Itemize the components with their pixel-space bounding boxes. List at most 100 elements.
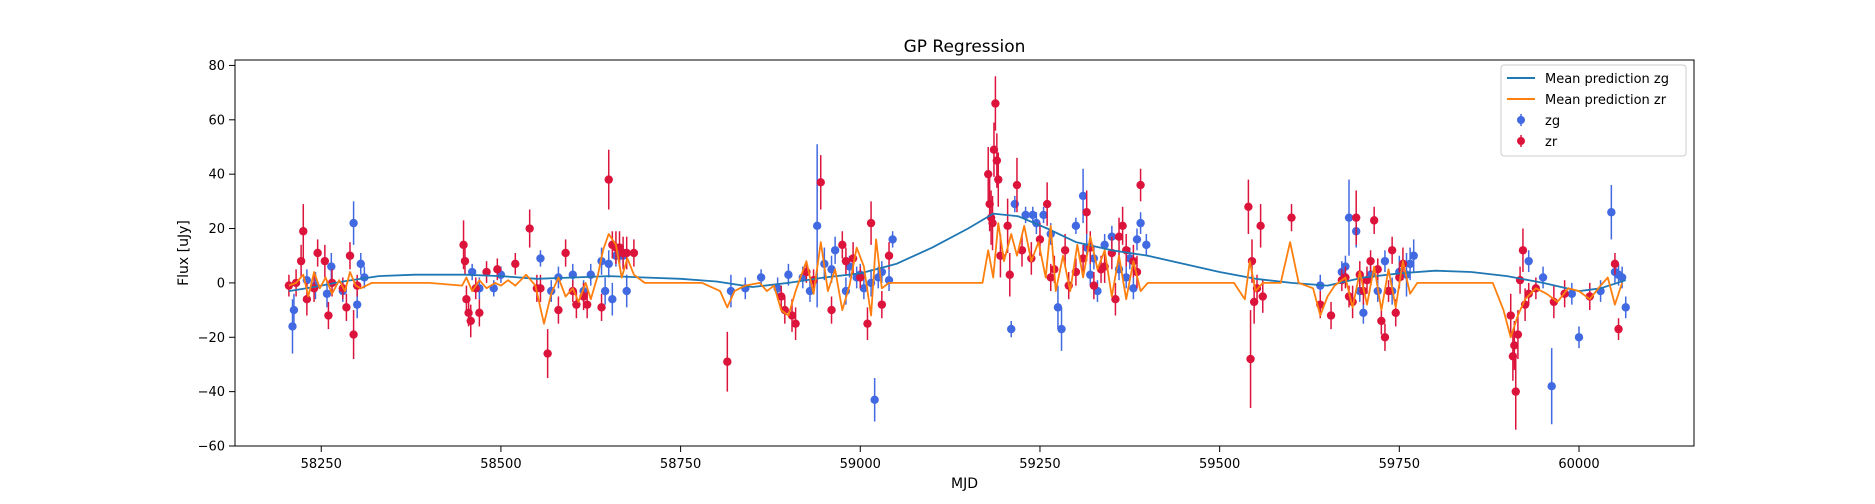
x-axis-label: MJD	[951, 476, 978, 492]
data-point-zr	[1511, 387, 1520, 396]
y-tick-label: 40	[208, 168, 225, 183]
data-point-zg	[1621, 303, 1630, 312]
data-point-zr	[561, 248, 570, 258]
data-point-zg	[870, 395, 879, 404]
data-point-zr	[1005, 270, 1014, 279]
data-point-zr	[1111, 295, 1120, 304]
data-point-zg	[349, 218, 358, 228]
data-point-zg	[1010, 199, 1020, 209]
legend-label-mean-zg: Mean prediction zg	[1545, 72, 1669, 87]
y-tick-label: −60	[198, 440, 225, 455]
legend-marker-zg	[1517, 116, 1525, 124]
data-point-zr	[482, 267, 491, 277]
data-point-zg	[1057, 324, 1066, 334]
data-point-zg	[1359, 308, 1368, 318]
data-point-zr	[838, 240, 847, 250]
data-point-zg	[1132, 235, 1142, 244]
data-point-zr	[1387, 246, 1397, 255]
data-point-zg	[489, 284, 498, 293]
data-point-zr	[629, 248, 639, 258]
data-point-zg	[830, 246, 840, 255]
data-point-zr	[1524, 289, 1533, 298]
legend-label-zg: zg	[1545, 114, 1560, 129]
data-point-zr	[989, 145, 999, 154]
data-point-zr	[345, 251, 355, 260]
x-axis-ticks: 58250 58500 58750 59000 59250 59500 59750 60000	[301, 446, 1600, 472]
x-tick-label: 59250	[1019, 457, 1060, 472]
data-point-zg	[1607, 208, 1616, 217]
data-point-zr	[462, 295, 471, 304]
data-point-zr	[1513, 330, 1523, 339]
data-point-zr	[1377, 316, 1386, 326]
data-point-zg	[1538, 273, 1548, 282]
data-point-zr	[1391, 308, 1400, 318]
data-point-zg	[352, 300, 362, 309]
data-point-zr	[543, 349, 552, 358]
data-point-zg	[1574, 333, 1584, 342]
data-point-zr	[1017, 246, 1027, 255]
data-point-zr	[827, 305, 836, 315]
data-point-zr	[1136, 180, 1145, 190]
data-point-zr	[313, 248, 322, 258]
chart-title: GP Regression	[904, 37, 1026, 57]
legend-label-mean-zr: Mean prediction zr	[1545, 93, 1667, 108]
data-point-zr	[1249, 297, 1259, 307]
data-point-zr	[1380, 333, 1390, 342]
y-tick-label: 80	[208, 59, 225, 74]
x-tick-label: 59750	[1379, 457, 1420, 472]
data-point-zg	[1344, 213, 1354, 222]
data-point-zr	[1518, 246, 1528, 255]
data-point-zg	[1086, 270, 1095, 279]
data-point-zg	[1007, 324, 1016, 334]
data-point-zg	[608, 295, 617, 304]
data-point-zg	[784, 270, 793, 279]
data-point-zr	[1610, 259, 1620, 269]
x-tick-label: 59000	[840, 457, 881, 472]
data-point-zr	[816, 178, 825, 187]
data-point-zg	[1547, 381, 1556, 391]
data-point-zr	[511, 259, 520, 269]
legend: Mean prediction zg Mean prediction zr zg…	[1500, 64, 1687, 157]
data-point-zr	[1089, 281, 1099, 290]
data-point-zg	[1078, 191, 1088, 201]
x-tick-label: 59500	[1199, 457, 1240, 472]
y-tick-label: 60	[208, 113, 225, 128]
data-point-zg	[536, 254, 545, 263]
data-point-zg	[1567, 289, 1577, 298]
data-point-zg	[1028, 210, 1037, 220]
x-tick-label: 58250	[301, 457, 342, 472]
legend-box	[1500, 64, 1687, 157]
data-point-zr	[1012, 180, 1022, 190]
data-point-zg	[289, 305, 299, 315]
y-tick-label: 20	[208, 222, 225, 237]
data-point-zg	[1524, 256, 1533, 266]
data-point-zr	[320, 256, 330, 266]
data-point-zg	[288, 322, 297, 331]
x-tick-label: 58750	[660, 457, 701, 472]
data-point-zr	[296, 256, 306, 266]
data-point-zr	[582, 300, 592, 309]
series-line-mean-prediction-zg	[288, 212, 1626, 292]
data-point-zr	[1510, 341, 1519, 350]
legend-label-zr: zr	[1545, 135, 1558, 150]
data-point-zg	[622, 286, 631, 296]
data-point-zr	[988, 218, 997, 228]
data-point-zr	[1326, 311, 1336, 320]
data-point-zg	[1136, 218, 1145, 228]
data-point-zr	[1366, 256, 1375, 266]
data-point-zr	[1042, 199, 1052, 209]
data-point-zr	[349, 330, 358, 339]
data-point-zr	[1060, 246, 1070, 255]
data-point-zr	[460, 256, 470, 266]
data-point-zr	[841, 256, 851, 266]
data-point-zr	[1384, 286, 1393, 296]
data-point-zr	[1352, 213, 1361, 222]
data-point-zg	[756, 273, 766, 282]
data-point-zr	[302, 295, 312, 304]
series-line-mean-prediction-zr	[288, 222, 1623, 339]
data-point-zr	[464, 308, 473, 318]
data-point-zr	[284, 281, 294, 290]
data-point-zr	[1506, 311, 1515, 320]
data-point-zr	[777, 292, 786, 301]
